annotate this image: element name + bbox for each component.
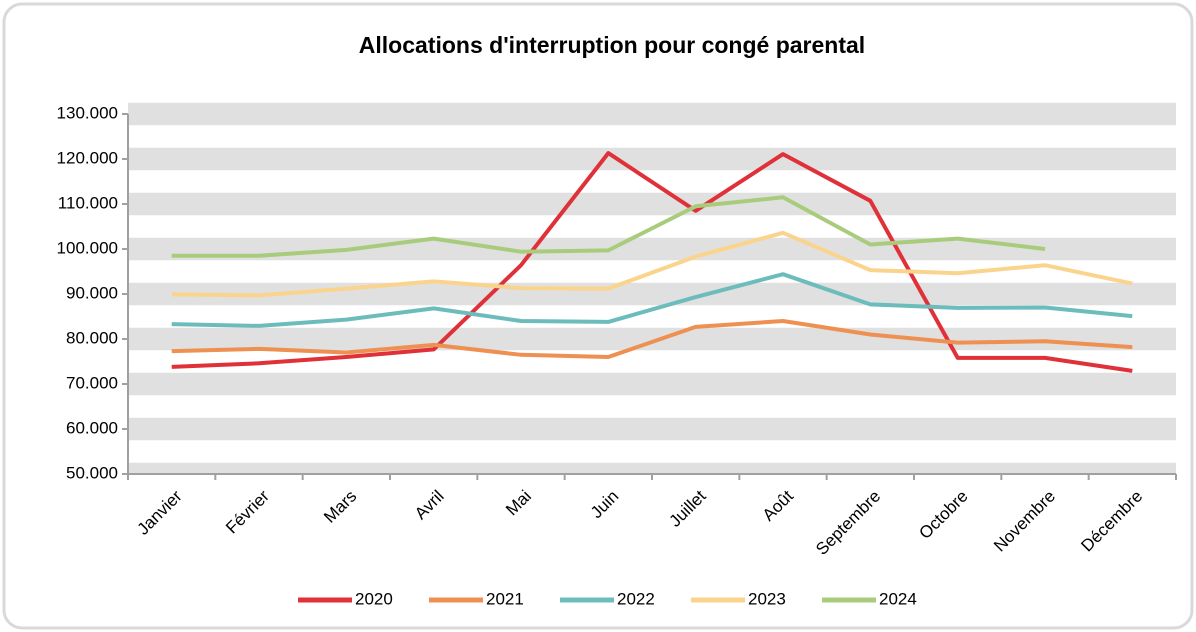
series-line <box>171 151 1133 373</box>
series-line <box>171 319 1133 359</box>
grid-band <box>128 147 1176 171</box>
legend-label: 2022 <box>617 589 655 608</box>
legend-label: 2021 <box>486 589 524 608</box>
grid-band <box>128 282 1176 306</box>
legend-label: 2023 <box>748 589 786 608</box>
grid-band <box>128 192 1176 216</box>
series-line <box>171 230 1133 298</box>
series-line <box>171 272 1133 328</box>
legend-label: 2020 <box>355 589 393 608</box>
y-tick-label: 80.000 <box>66 328 118 347</box>
y-tick-label: 70.000 <box>66 373 118 392</box>
grid-band <box>128 102 1176 126</box>
series-line <box>171 195 1046 258</box>
y-tick-label: 90.000 <box>66 283 118 302</box>
grid-band <box>128 372 1176 396</box>
grid-band <box>128 417 1176 441</box>
y-tick-label: 50.000 <box>66 463 118 482</box>
y-tick-label: 110.000 <box>58 193 118 212</box>
y-tick-label: 130.000 <box>57 103 118 122</box>
y-tick-label: 100.000 <box>57 238 118 257</box>
chart-title: Allocations d'interruption pour congé pa… <box>359 32 865 58</box>
legend-label: 2024 <box>879 589 917 608</box>
grid-band <box>128 237 1176 261</box>
y-tick-label: 120.000 <box>57 148 118 167</box>
y-tick-label: 60.000 <box>66 418 118 437</box>
grid-band <box>128 327 1176 351</box>
grid-band <box>128 462 1176 474</box>
